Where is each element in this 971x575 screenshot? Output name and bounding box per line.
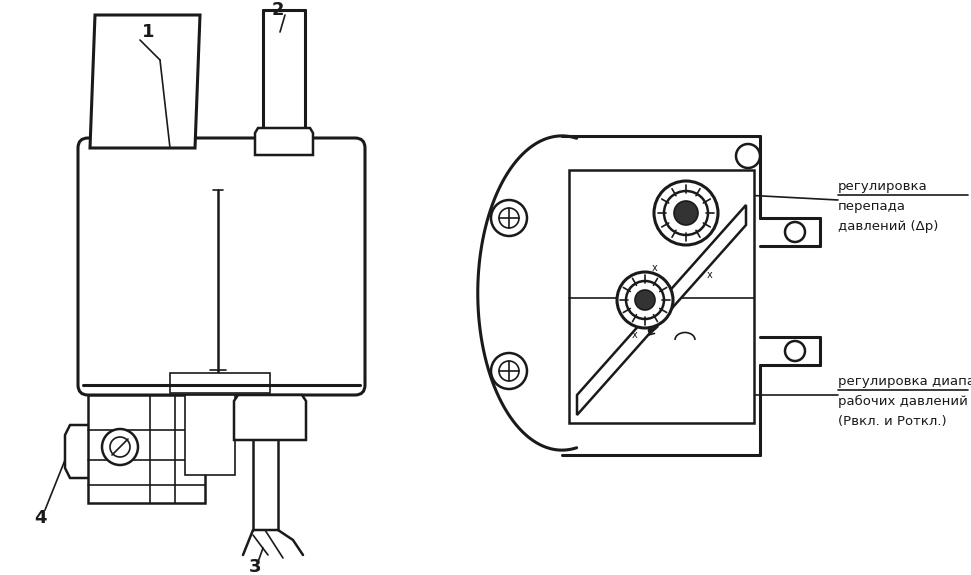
Circle shape [674, 201, 698, 225]
Text: регулировка: регулировка [838, 180, 927, 193]
Text: давлений (Δp): давлений (Δp) [838, 220, 938, 233]
Text: 3: 3 [249, 558, 261, 575]
Text: перепада: перепада [838, 200, 906, 213]
Circle shape [635, 290, 655, 310]
Bar [185, 395, 235, 475]
Text: рабочих давлений: рабочих давлений [838, 395, 968, 408]
Circle shape [664, 191, 708, 235]
Circle shape [491, 353, 527, 389]
Circle shape [491, 200, 527, 236]
Polygon shape [255, 128, 313, 155]
Bar [170, 373, 270, 393]
Circle shape [617, 272, 673, 328]
Text: x: x [653, 263, 658, 273]
Text: x: x [707, 270, 713, 280]
Bar [569, 170, 754, 423]
Text: регулировка диапазона: регулировка диапазона [838, 375, 971, 388]
Text: 1: 1 [142, 23, 154, 41]
Polygon shape [577, 205, 746, 415]
Circle shape [110, 437, 130, 457]
Circle shape [626, 281, 664, 319]
Bar [88, 395, 205, 503]
Text: 4: 4 [34, 509, 47, 527]
FancyBboxPatch shape [78, 138, 365, 395]
Circle shape [736, 144, 760, 168]
Polygon shape [90, 15, 200, 148]
Text: (Рвкл. и Роткл.): (Рвкл. и Роткл.) [838, 415, 947, 428]
Text: 2: 2 [272, 1, 285, 19]
Circle shape [499, 208, 519, 228]
Polygon shape [234, 395, 306, 440]
Circle shape [499, 361, 519, 381]
Text: x: x [632, 330, 638, 340]
Circle shape [785, 222, 805, 242]
Circle shape [654, 181, 718, 245]
Circle shape [102, 429, 138, 465]
Circle shape [785, 341, 805, 361]
